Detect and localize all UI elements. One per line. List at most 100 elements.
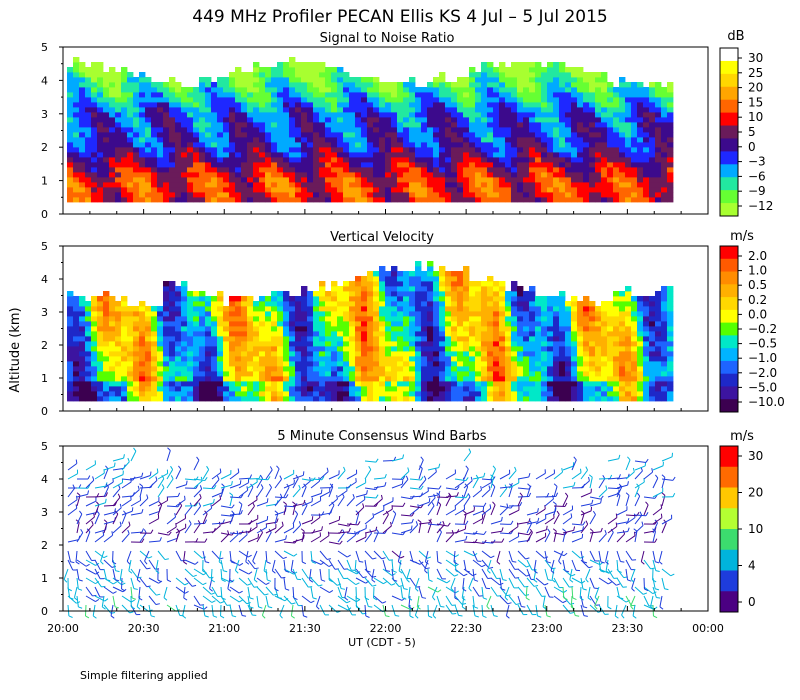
velocity-cell bbox=[625, 361, 632, 367]
snr-cell bbox=[139, 127, 146, 133]
snr-cell bbox=[85, 92, 92, 98]
velocity-cell bbox=[157, 376, 164, 382]
snr-cell bbox=[523, 62, 530, 68]
velocity-cell bbox=[229, 366, 236, 372]
snr-cell bbox=[73, 72, 80, 78]
snr-cell bbox=[499, 77, 506, 83]
snr-cell bbox=[601, 167, 608, 173]
velocity-cell bbox=[535, 361, 542, 367]
snr-cell bbox=[571, 157, 578, 163]
snr-cell bbox=[505, 157, 512, 163]
velocity-cell bbox=[415, 366, 422, 372]
velocity-cell bbox=[583, 336, 590, 342]
snr-cell bbox=[631, 182, 638, 188]
velocity-cell bbox=[259, 331, 266, 337]
velocity-cell bbox=[157, 321, 164, 327]
snr-cell bbox=[139, 177, 146, 183]
snr-cell bbox=[109, 117, 116, 123]
snr-cell bbox=[661, 167, 668, 173]
snr-cell bbox=[157, 192, 164, 198]
snr-cell bbox=[439, 82, 446, 88]
velocity-cell bbox=[445, 311, 452, 317]
snr-cell bbox=[181, 147, 188, 153]
snr-cell bbox=[331, 172, 338, 178]
velocity-cell bbox=[415, 356, 422, 362]
snr-cell bbox=[97, 117, 104, 123]
snr-cell bbox=[499, 187, 506, 193]
velocity-cell bbox=[505, 346, 512, 352]
velocity-cell bbox=[169, 386, 176, 392]
velocity-cell bbox=[487, 356, 494, 362]
velocity-cell bbox=[439, 331, 446, 337]
snr-cell bbox=[565, 122, 572, 128]
snr-cell bbox=[253, 142, 260, 148]
velocity-cell bbox=[127, 386, 134, 392]
snr-cell bbox=[475, 147, 482, 153]
snr-cell bbox=[559, 87, 566, 93]
velocity-cell bbox=[559, 306, 566, 312]
snr-cell bbox=[229, 92, 236, 98]
snr-cell bbox=[361, 142, 368, 148]
velocity-cell bbox=[229, 351, 236, 357]
velocity-cell bbox=[613, 301, 620, 307]
snr-cell bbox=[433, 102, 440, 108]
snr-cell bbox=[211, 132, 218, 138]
snr-cell bbox=[667, 92, 674, 98]
snr-cell bbox=[349, 182, 356, 188]
snr-cell bbox=[277, 192, 284, 198]
snr-cell bbox=[661, 92, 668, 98]
velocity-cell bbox=[505, 391, 512, 397]
velocity-cell bbox=[253, 356, 260, 362]
snr-cell bbox=[325, 92, 332, 98]
snr-cell bbox=[133, 167, 140, 173]
snr-cell bbox=[505, 167, 512, 173]
velocity-cell bbox=[175, 356, 182, 362]
velocity-cell bbox=[331, 316, 338, 322]
snr-cell bbox=[589, 117, 596, 123]
snr-cell bbox=[589, 122, 596, 128]
snr-cell bbox=[481, 97, 488, 103]
velocity-cell bbox=[271, 376, 278, 382]
velocity-cell bbox=[547, 336, 554, 342]
velocity-cell bbox=[217, 296, 224, 302]
velocity-cell bbox=[451, 371, 458, 377]
velocity-cell bbox=[223, 366, 230, 372]
snr-cell bbox=[145, 77, 152, 83]
snr-cell bbox=[229, 77, 236, 83]
snr-cell bbox=[493, 87, 500, 93]
snr-cell bbox=[475, 87, 482, 93]
velocity-cell bbox=[103, 371, 110, 377]
velocity-cell bbox=[169, 316, 176, 322]
velocity-cell bbox=[193, 321, 200, 327]
snr-cell bbox=[205, 147, 212, 153]
velocity-cell bbox=[79, 316, 86, 322]
snr-cell bbox=[235, 72, 242, 78]
snr-cell bbox=[397, 147, 404, 153]
velocity-cell bbox=[415, 336, 422, 342]
snr-cell bbox=[121, 147, 128, 153]
snr-cell bbox=[301, 82, 308, 88]
snr-cell bbox=[655, 92, 662, 98]
snr-cell bbox=[511, 137, 518, 143]
velocity-cell bbox=[145, 351, 152, 357]
velocity-cell bbox=[529, 346, 536, 352]
snr-cell bbox=[643, 117, 650, 123]
snr-cell bbox=[583, 157, 590, 163]
snr-cell bbox=[181, 182, 188, 188]
snr-cell bbox=[271, 157, 278, 163]
snr-cell bbox=[73, 132, 80, 138]
velocity-cell bbox=[397, 386, 404, 392]
snr-cell bbox=[121, 162, 128, 168]
snr-cell bbox=[643, 192, 650, 198]
velocity-cell bbox=[559, 346, 566, 352]
velocity-cell bbox=[241, 371, 248, 377]
snr-cell bbox=[163, 112, 170, 118]
velocity-cell bbox=[487, 321, 494, 327]
velocity-cell bbox=[157, 331, 164, 337]
velocity-cell bbox=[613, 351, 620, 357]
snr-cell bbox=[265, 177, 272, 183]
velocity-cell bbox=[319, 396, 326, 402]
velocity-cell bbox=[649, 321, 656, 327]
velocity-cell bbox=[409, 391, 416, 397]
velocity-cell bbox=[289, 336, 296, 342]
